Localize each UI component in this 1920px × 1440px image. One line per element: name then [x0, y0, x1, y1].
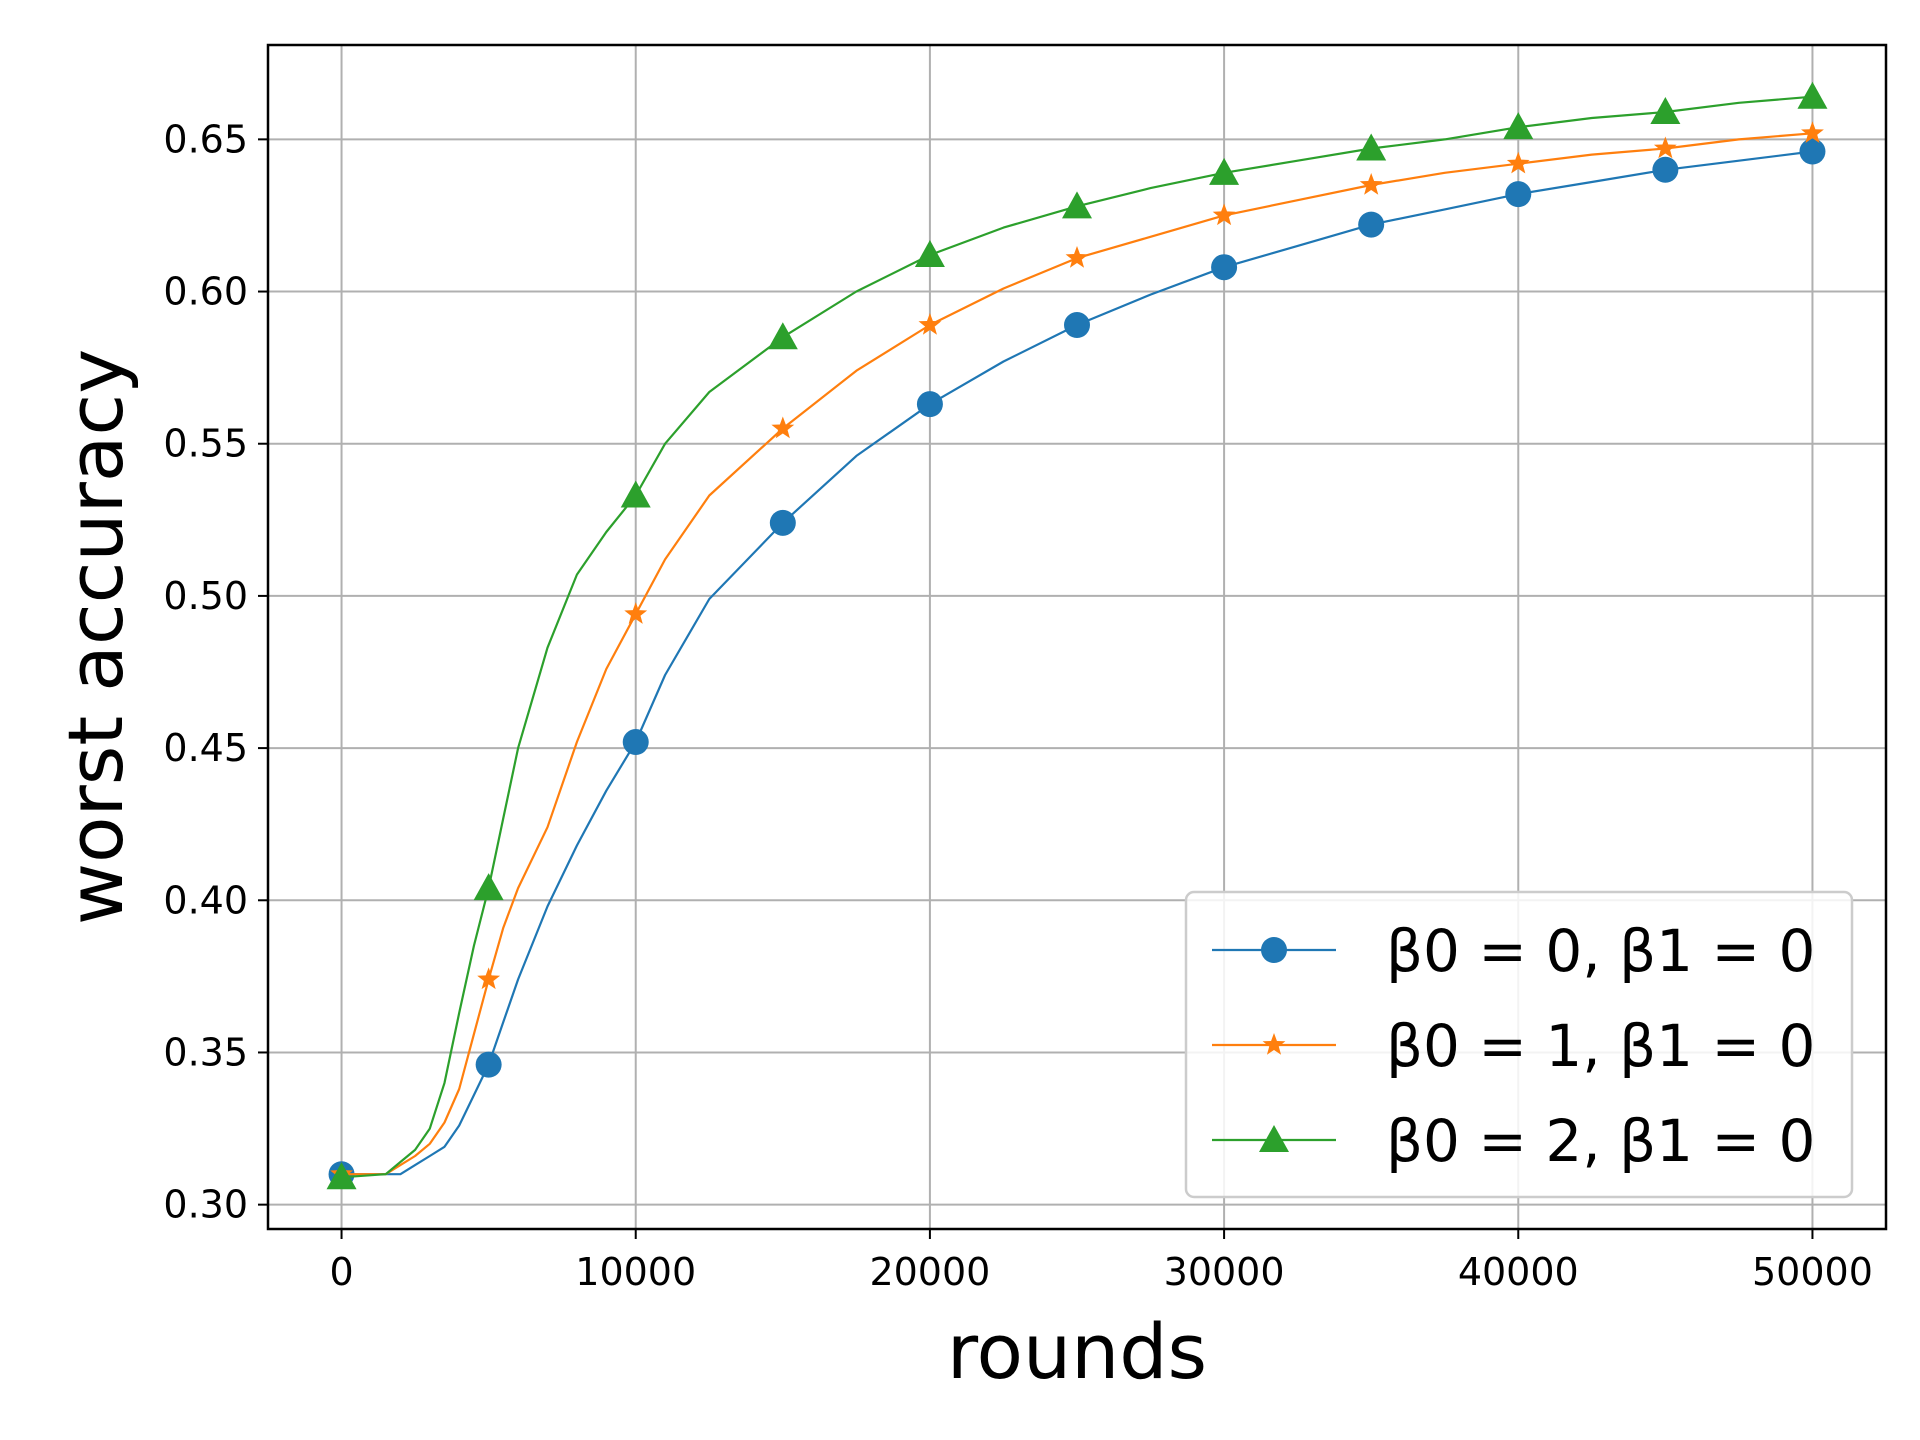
- x-tick-label: 40000: [1458, 1250, 1579, 1294]
- data-point: [1653, 136, 1677, 159]
- data-point: [473, 873, 504, 901]
- legend-entry: β0 = 2, β1 = 0: [1212, 1107, 1815, 1175]
- data-point: [769, 509, 796, 536]
- series-line: [341, 150, 1813, 1176]
- x-axis-title: rounds: [947, 1307, 1207, 1396]
- data-point: [622, 729, 649, 756]
- y-tick-label: 0.40: [163, 878, 248, 922]
- x-tick-label: 20000: [869, 1250, 990, 1294]
- y-tick-label: 0.30: [163, 1183, 248, 1227]
- data-point: [1650, 96, 1681, 124]
- legend-marker: [1259, 1125, 1289, 1152]
- legend: β0 = 0, β1 = 0 β0 = 1, β1 = 0 β0 = 2, β1 =…: [1184, 890, 1854, 1199]
- data-point: [1799, 138, 1826, 165]
- data-point: [1359, 173, 1383, 195]
- y-tick-label: 0.55: [163, 422, 248, 466]
- y-tick-label: 0.45: [163, 726, 248, 770]
- data-point: [918, 313, 942, 335]
- y-tick-label: 0.65: [163, 117, 248, 161]
- series-group: [326, 81, 1828, 1190]
- data-point: [1503, 112, 1534, 140]
- plot-frame: [266, 43, 1888, 1231]
- y-axis-title: worst accuracy: [51, 349, 140, 925]
- data-point: [477, 967, 501, 990]
- series-2: [326, 81, 1828, 1190]
- y-tick-label: 0.60: [163, 270, 248, 314]
- legend-entry: β0 = 0, β1 = 0: [1212, 917, 1815, 985]
- data-point: [916, 391, 943, 418]
- data-point: [1209, 157, 1240, 185]
- series-1: [330, 121, 1824, 1184]
- data-point: [1211, 254, 1238, 281]
- data-point: [767, 322, 798, 350]
- series-line: [341, 132, 1813, 1176]
- series-0: [328, 138, 1826, 1188]
- data-point: [620, 480, 651, 508]
- x-tick-label: 30000: [1164, 1250, 1285, 1294]
- legend-label: β0 = 0, β1 = 0: [1386, 917, 1815, 985]
- data-point: [1212, 203, 1236, 226]
- data-point: [1505, 181, 1532, 208]
- x-tick-label: 10000: [575, 1250, 696, 1294]
- data-point: [1065, 246, 1089, 268]
- y-tick-label: 0.50: [163, 574, 248, 618]
- legend-marker: [1261, 937, 1287, 963]
- data-point: [1797, 81, 1828, 109]
- grid: [268, 45, 1886, 1229]
- data-point: [1356, 133, 1387, 161]
- x-tick-label: 0: [329, 1250, 353, 1294]
- legend-entry: β0 = 1, β1 = 0: [1212, 1012, 1815, 1080]
- data-point: [1064, 312, 1090, 339]
- data-point: [1062, 191, 1092, 219]
- data-point: [1801, 121, 1824, 143]
- legend-label: β0 = 2, β1 = 0: [1386, 1107, 1815, 1175]
- series-line: [341, 95, 1813, 1179]
- data-point: [1652, 156, 1679, 183]
- y-tick-label: 0.35: [163, 1030, 248, 1074]
- x-tick-label: 50000: [1752, 1250, 1873, 1294]
- legend-box: [1184, 890, 1854, 1199]
- legend-label: β0 = 1, β1 = 0: [1386, 1012, 1815, 1080]
- data-point: [475, 1051, 502, 1078]
- data-point: [624, 602, 648, 624]
- legend-marker: [1262, 1033, 1286, 1055]
- axis-ticks: 0 10000 20000 30000 40000 50000 0.30 0.35 0.40 0.…: [163, 117, 1873, 1294]
- data-point: [1358, 211, 1385, 238]
- data-point: [771, 416, 795, 439]
- data-point: [326, 1162, 357, 1190]
- data-point: [914, 240, 945, 268]
- data-point: [1506, 151, 1530, 174]
